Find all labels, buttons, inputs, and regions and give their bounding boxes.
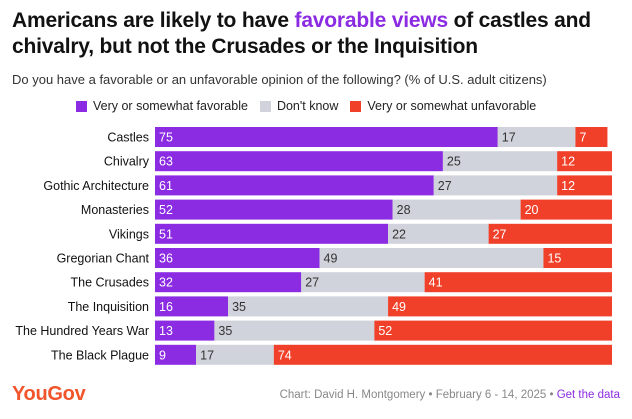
category-label-gothic-architecture: Gothic Architecture xyxy=(43,179,149,193)
legend-item-dont-know: Don't know xyxy=(259,99,339,113)
category-label-the-hundred-years-war: The Hundred Years War xyxy=(15,324,149,338)
title-highlight: favorable views xyxy=(294,9,449,32)
bar-unfavorable-the-crusades xyxy=(424,272,612,293)
legend-label-dont-know: Don't know xyxy=(276,99,339,113)
bar-favorable-vikings xyxy=(155,223,389,244)
data-label-unfavorable-the-black-plague: 74 xyxy=(278,348,292,362)
chart-subtitle: Do you have a favorable or an unfavorabl… xyxy=(12,72,547,87)
legend-label-unfavorable: Very or somewhat unfavorable xyxy=(367,99,537,113)
data-label-dont-know-the-black-plague: 17 xyxy=(200,348,214,362)
data-label-unfavorable-the-crusades: 41 xyxy=(429,276,443,290)
data-label-favorable-the-black-plague: 9 xyxy=(159,348,166,362)
data-label-dont-know-the-crusades: 27 xyxy=(305,276,319,290)
data-label-dont-know-vikings: 22 xyxy=(392,227,406,241)
category-label-vikings: Vikings xyxy=(109,227,149,241)
bar-unfavorable-vikings xyxy=(488,223,612,244)
data-label-favorable-chivalry: 63 xyxy=(159,155,173,169)
bar-favorable-the-crusades xyxy=(155,272,302,293)
bar-favorable-the-hundred-years-war xyxy=(155,320,215,341)
bar-unfavorable-gregorian-chant xyxy=(543,248,612,268)
data-label-unfavorable-gregorian-chant: 15 xyxy=(547,252,561,266)
data-label-favorable-gothic-architecture: 61 xyxy=(159,179,173,193)
bar-dont-know-the-black-plague xyxy=(196,344,274,365)
bar-favorable-monasteries xyxy=(155,199,393,220)
data-label-unfavorable-chivalry: 12 xyxy=(561,155,575,169)
category-label-the-inquisition: The Inquisition xyxy=(68,300,149,314)
data-label-unfavorable-gothic-architecture: 12 xyxy=(561,179,575,193)
data-label-favorable-monasteries: 52 xyxy=(159,203,173,217)
bar-dont-know-chivalry xyxy=(442,151,558,172)
legend-label-favorable: Very or somewhat favorable xyxy=(93,99,248,113)
data-label-unfavorable-castles: 7 xyxy=(579,131,586,145)
bar-dont-know-the-inquisition xyxy=(228,296,389,317)
data-label-favorable-the-inquisition: 16 xyxy=(159,300,173,314)
data-label-dont-know-castles: 17 xyxy=(502,131,516,145)
data-label-favorable-the-crusades: 32 xyxy=(159,276,173,290)
data-label-dont-know-the-hundred-years-war: 35 xyxy=(218,324,232,338)
title-part-2: of castles and chivalry, but not the Cru… xyxy=(12,9,591,58)
data-label-dont-know-chivalry: 25 xyxy=(447,155,461,169)
get-data-link[interactable]: Get the data xyxy=(556,389,620,401)
bar-dont-know-monasteries xyxy=(392,199,521,220)
title-part-1: Americans are likely to have xyxy=(12,9,295,32)
bar-unfavorable-monasteries xyxy=(520,199,612,220)
category-label-the-black-plague: The Black Plague xyxy=(51,348,149,362)
category-label-monasteries: Monasteries xyxy=(81,203,149,217)
data-label-favorable-castles: 75 xyxy=(159,131,173,145)
data-label-dont-know-the-inquisition: 35 xyxy=(232,300,246,314)
legend-swatch-dont-know xyxy=(259,100,271,112)
legend-item-unfavorable: Very or somewhat unfavorable xyxy=(350,99,536,113)
bar-unfavorable-the-black-plague xyxy=(273,344,612,365)
chart-title: Americans are likely to have favorable v… xyxy=(12,8,622,60)
bar-dont-know-castles xyxy=(497,127,576,147)
category-label-gregorian-chant: Gregorian Chant xyxy=(57,252,150,266)
bar-dont-know-gothic-architecture xyxy=(433,175,558,196)
bar-favorable-chivalry xyxy=(155,151,443,172)
data-label-dont-know-gothic-architecture: 27 xyxy=(438,179,452,193)
data-label-dont-know-gregorian-chant: 49 xyxy=(324,252,338,266)
data-label-unfavorable-monasteries: 20 xyxy=(525,203,539,217)
bar-unfavorable-gothic-architecture xyxy=(557,175,612,196)
category-label-the-crusades: The Crusades xyxy=(70,276,149,290)
data-label-favorable-gregorian-chant: 36 xyxy=(159,252,173,266)
bar-favorable-castles xyxy=(155,127,498,147)
bar-dont-know-vikings xyxy=(388,223,489,244)
bar-dont-know-the-hundred-years-war xyxy=(214,320,375,341)
data-label-favorable-the-hundred-years-war: 13 xyxy=(159,324,173,338)
bar-unfavorable-castles xyxy=(575,127,608,147)
footer-credit: Chart: David H. Montgomery • February 6 … xyxy=(280,389,620,401)
bar-dont-know-gregorian-chant xyxy=(319,248,544,268)
category-label-castles: Castles xyxy=(107,131,149,145)
data-label-unfavorable-vikings: 27 xyxy=(493,227,507,241)
bar-dont-know-the-crusades xyxy=(301,272,425,293)
data-label-unfavorable-the-inquisition: 49 xyxy=(392,300,406,314)
credit-text: Chart: David H. Montgomery • February 6 … xyxy=(279,389,557,401)
legend: Very or somewhat favorable Don't know Ve… xyxy=(76,99,548,113)
yougov-logo: YouGov xyxy=(12,383,86,405)
category-label-chivalry: Chivalry xyxy=(104,155,150,169)
bar-favorable-gregorian-chant xyxy=(155,248,320,268)
data-label-favorable-vikings: 51 xyxy=(159,227,173,241)
bar-unfavorable-the-inquisition xyxy=(388,296,612,317)
legend-swatch-unfavorable xyxy=(350,100,362,112)
bar-unfavorable-the-hundred-years-war xyxy=(374,320,612,341)
bar-favorable-gothic-architecture xyxy=(155,175,434,196)
data-label-unfavorable-the-hundred-years-war: 52 xyxy=(378,324,392,338)
legend-swatch-favorable xyxy=(76,100,87,112)
bar-favorable-the-inquisition xyxy=(155,296,229,317)
bar-favorable-the-black-plague xyxy=(155,344,197,365)
bar-unfavorable-chivalry xyxy=(557,151,612,172)
data-label-dont-know-monasteries: 28 xyxy=(397,203,411,217)
legend-item-favorable: Very or somewhat favorable xyxy=(76,99,248,113)
